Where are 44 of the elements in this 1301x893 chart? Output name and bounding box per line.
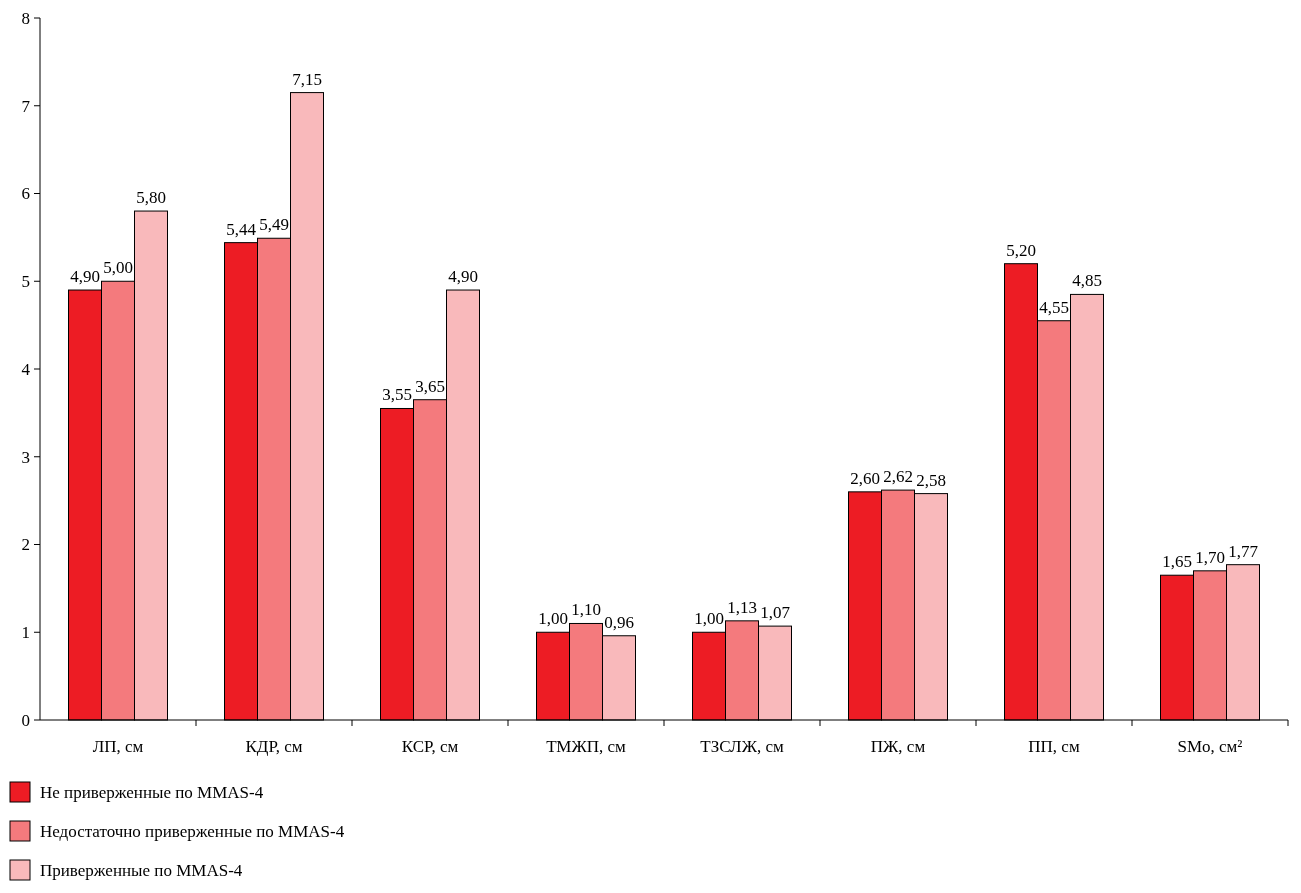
data-label: 5,80 xyxy=(136,188,166,208)
legend-label: Не приверженные по MMAS-4 xyxy=(40,782,264,802)
x-tick-label: ПП, см xyxy=(1028,737,1080,756)
data-label: 1,77 xyxy=(1228,541,1259,561)
data-label: 4,90 xyxy=(70,267,100,287)
data-label: 5,20 xyxy=(1006,240,1036,260)
data-label: 1,00 xyxy=(694,609,724,629)
y-tick-label: 8 xyxy=(21,8,30,28)
data-label: 1,70 xyxy=(1195,547,1225,567)
y-tick-label: 0 xyxy=(21,710,30,730)
x-tick-label: ПЖ, см xyxy=(870,737,926,756)
data-label: 4,85 xyxy=(1072,271,1102,291)
y-tick-label: 5 xyxy=(21,272,30,292)
legend-label: Недостаточно приверженные по MMAS-4 xyxy=(40,821,345,841)
data-label: 4,55 xyxy=(1039,297,1069,317)
data-label: 1,13 xyxy=(727,597,757,617)
x-tick-label: ТМЖП, см xyxy=(546,737,627,756)
data-label: 4,90 xyxy=(448,267,478,287)
data-label: 5,00 xyxy=(103,258,133,278)
data-label: 2,62 xyxy=(883,467,913,487)
data-label: 2,60 xyxy=(850,468,880,488)
x-tick-label: SMo, см² xyxy=(1177,737,1243,756)
y-tick-label: 2 xyxy=(21,535,30,555)
data-label: 1,65 xyxy=(1162,552,1192,572)
data-label: 1,00 xyxy=(538,609,568,629)
y-tick-label: 7 xyxy=(21,96,31,116)
x-tick-label: КСР, см xyxy=(401,737,459,756)
data-label: 7,15 xyxy=(292,69,322,89)
data-label: 0,96 xyxy=(604,612,634,632)
y-tick-label: 3 xyxy=(21,447,30,467)
data-label: 5,49 xyxy=(259,215,289,235)
data-label: 3,65 xyxy=(415,376,445,396)
y-tick-label: 4 xyxy=(21,359,31,379)
x-tick-label: КДР, см xyxy=(245,737,303,756)
data-label: 3,55 xyxy=(382,385,412,405)
data-label: 1,10 xyxy=(571,600,601,620)
x-tick-label: ТЗСЛЖ, см xyxy=(700,737,784,756)
x-tick-label: ЛП, см xyxy=(92,737,144,756)
data-label: 5,44 xyxy=(226,219,257,239)
legend-label: Приверженные по MMAS-4 xyxy=(40,860,243,880)
data-label: 1,07 xyxy=(760,603,791,623)
y-tick-label: 1 xyxy=(21,623,30,643)
y-tick-label: 6 xyxy=(21,184,30,204)
data-label: 2,58 xyxy=(916,470,946,490)
